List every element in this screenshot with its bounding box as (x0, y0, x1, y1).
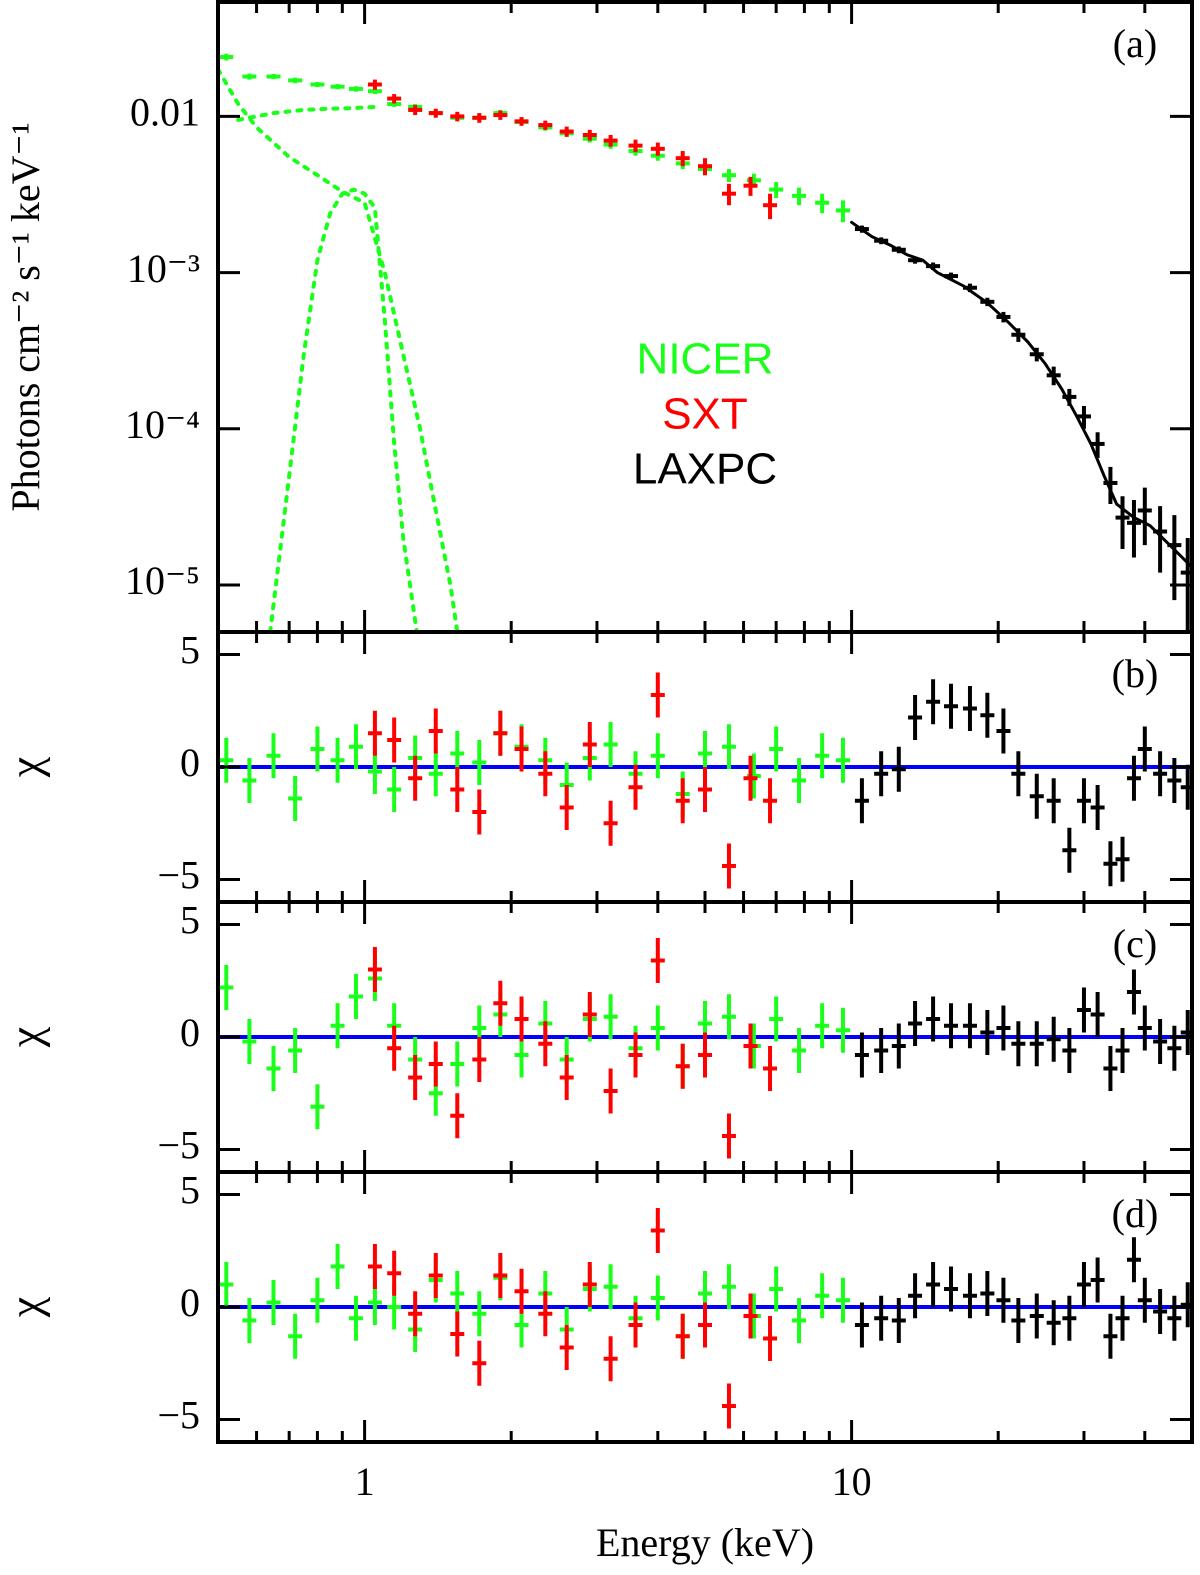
x-axis-label: Energy (keV) (596, 1520, 814, 1565)
plot-area (218, 1208, 1192, 1429)
model-component (268, 187, 419, 632)
panel-label: (a) (1113, 21, 1157, 66)
y-axis-label: Photons cm⁻² s⁻¹ keV⁻¹ (3, 122, 48, 511)
y-tick-label: 0 (180, 1280, 200, 1325)
y-tick-label: 5 (180, 898, 200, 943)
y-tick-label: 0 (180, 1010, 200, 1055)
plot-area (218, 938, 1192, 1159)
y-tick-label: −5 (157, 853, 200, 898)
legend-entry: SXT (662, 390, 748, 439)
y-tick-label: 0.01 (130, 90, 200, 135)
y-axis-label: χ (0, 1026, 51, 1048)
y-tick-label: 0 (180, 740, 200, 785)
model-component (218, 67, 460, 632)
y-tick-label: 5 (180, 1168, 200, 1213)
plot-area (218, 672, 1192, 889)
panel-label: (c) (1113, 921, 1157, 966)
panel-label: (d) (1112, 1191, 1159, 1236)
x-tick-label: 10 (832, 1459, 872, 1504)
y-axis-label: χ (0, 756, 51, 778)
model-component (236, 104, 377, 122)
y-tick-label: −5 (157, 1393, 200, 1438)
legend-entry: NICER (637, 335, 774, 384)
y-tick-label: 5 (180, 628, 200, 673)
panel-frame (216, 0, 1194, 634)
y-axis-label: χ (0, 1296, 51, 1318)
y-tick-label: 10⁻³ (127, 246, 200, 291)
x-tick-label: 1 (355, 1459, 375, 1504)
model-line (850, 220, 1192, 569)
plot-area (218, 53, 1192, 632)
legend-entry: LAXPC (633, 445, 777, 494)
y-tick-label: −5 (157, 1123, 200, 1168)
y-tick-label: 10⁻⁵ (125, 558, 200, 603)
y-tick-label: 10⁻⁴ (125, 402, 200, 447)
panel-label: (b) (1112, 651, 1159, 696)
